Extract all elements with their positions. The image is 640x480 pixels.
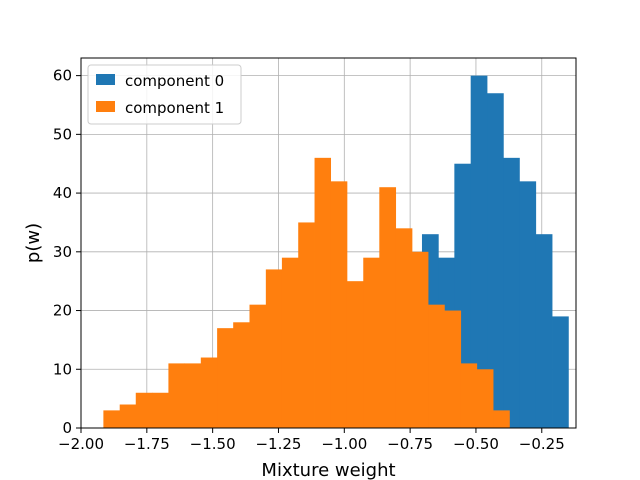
legend-box (87, 64, 242, 125)
y-tick-label: 20 (53, 302, 72, 320)
histogram-bar-series-0 (487, 93, 504, 428)
histogram-bar-series-1 (330, 181, 348, 428)
histogram-bar-series-1 (184, 363, 202, 428)
histogram-bar-series-0 (519, 181, 537, 428)
x-tick-label: −1.75 (124, 435, 170, 453)
histogram-bar-series-1 (265, 269, 283, 428)
plot-frame (80, 57, 577, 429)
y-tick-label: 0 (62, 419, 72, 437)
legend-swatch (96, 74, 115, 85)
legend-label: component 0 (125, 72, 224, 90)
y-tick-label: 60 (53, 67, 72, 85)
y-tick-label: 50 (53, 125, 72, 143)
y-axis-label: p(w) (23, 223, 44, 263)
histogram-bar-series-1 (346, 281, 364, 428)
histogram-bar-series-1 (411, 251, 429, 428)
histogram-bar-series-1 (135, 392, 153, 428)
histogram-bar-series-1 (168, 363, 185, 428)
histogram-bar-series-1 (233, 322, 250, 428)
x-tick-label: −1.25 (255, 435, 301, 453)
x-tick-label: −0.75 (387, 435, 433, 453)
histogram-bar-series-1 (476, 369, 494, 428)
histogram-bar-series-1 (428, 304, 445, 428)
histogram-bar-series-1 (200, 357, 218, 428)
histogram-bar-series-1 (281, 257, 299, 428)
x-tick-label: −1.00 (321, 435, 367, 453)
histogram-bar-series-1 (444, 310, 462, 428)
legend-label: component 1 (125, 99, 224, 117)
histogram-bar-series-1 (103, 410, 121, 428)
y-tick-label: 30 (53, 243, 72, 261)
histogram-bar-series-1 (493, 410, 510, 428)
histogram-bar-series-0 (552, 316, 569, 428)
x-tick-label: −2.00 (58, 435, 104, 453)
histogram-bar-series-1 (460, 363, 478, 428)
legend: component 0 component 1 (87, 64, 242, 125)
y-tick-label: 10 (53, 360, 72, 378)
histogram-bar-series-1 (395, 228, 413, 428)
axis-ticks: −2.00 −1.75 −1.50 −1.25 −1.00 −0.75 −0.50 −0.25… (53, 67, 565, 453)
histogram-bar-series-1 (363, 257, 380, 428)
x-tick-label: −0.25 (519, 435, 565, 453)
histogram-bar-series-1 (314, 157, 332, 429)
x-tick-label: −0.50 (453, 435, 499, 453)
x-tick-label: −1.50 (190, 435, 236, 453)
histogram-bar-series-1 (217, 328, 234, 428)
histogram-bar-series-1 (298, 222, 315, 428)
x-axis-label: Mixture weight (261, 460, 395, 480)
histogram-bar-series-1 (152, 392, 169, 428)
legend-swatch (96, 101, 115, 112)
histogram-bar-series-1 (249, 304, 267, 428)
y-tick-label: 40 (53, 184, 72, 202)
histogram-bar-series-0 (470, 75, 488, 428)
histogram-bar-series-1 (119, 404, 137, 428)
histogram-bars (103, 75, 569, 429)
histogram-bar-series-1 (379, 187, 397, 428)
histogram-bar-series-0 (535, 234, 553, 428)
histogram-bar-series-0 (503, 157, 520, 429)
